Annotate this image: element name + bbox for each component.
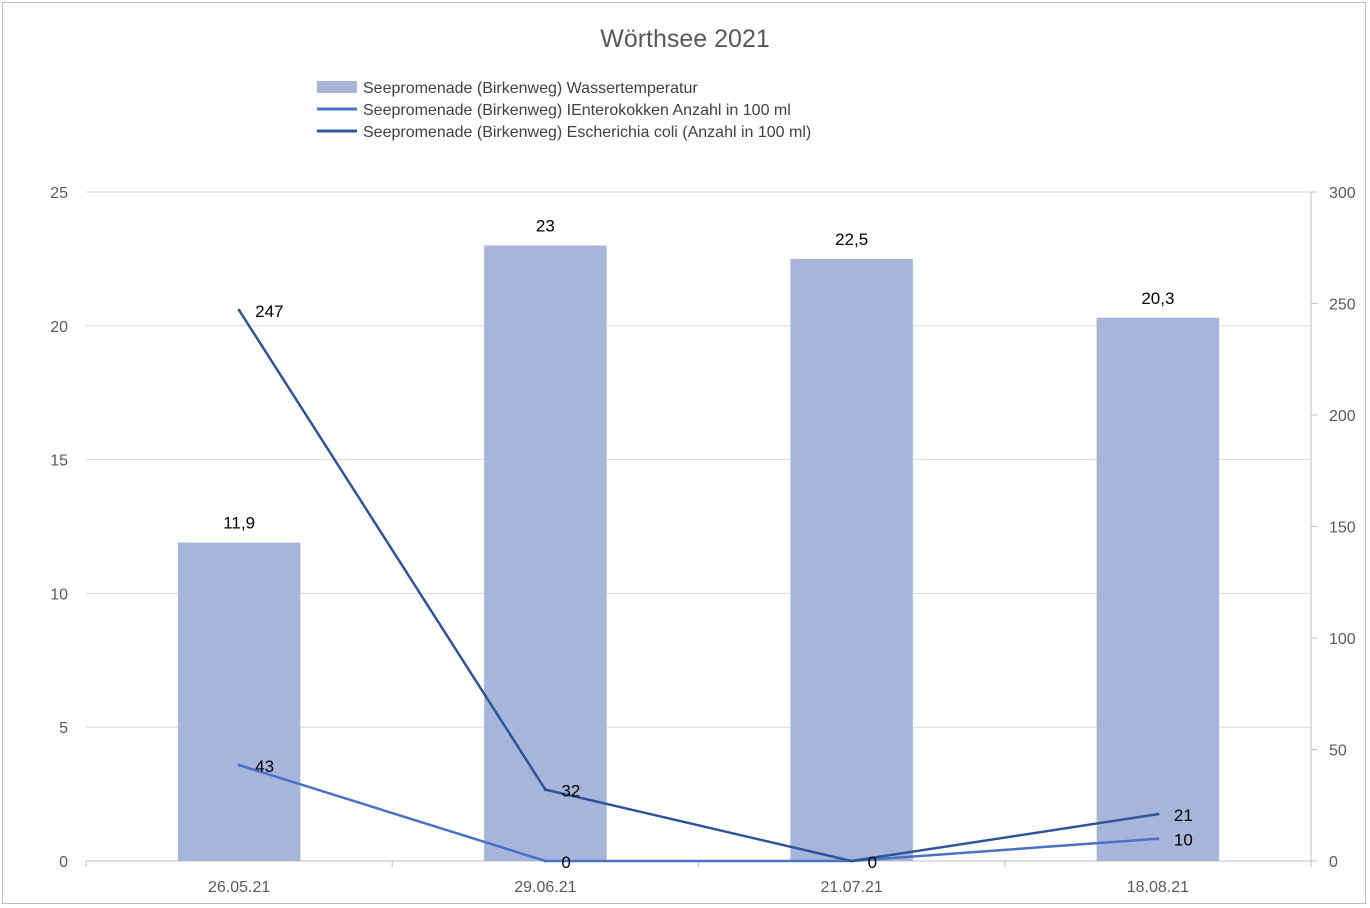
series-line-1: [238, 763, 1158, 863]
line-data-label: 0: [561, 853, 570, 872]
legend-entry: Seepromenade (Birkenweg) Wassertemperatu…: [363, 80, 698, 97]
chart-title: Wörthsee 2021: [600, 25, 770, 53]
line-data-label: 247: [255, 302, 283, 321]
series-line-2: [238, 309, 1159, 863]
line-point: [850, 859, 854, 863]
y-left-tick-label: 0: [59, 854, 68, 871]
bar-18.08.21: [1096, 317, 1220, 862]
legend-entry: Seepromenade (Birkenweg) IEnterokokken A…: [363, 102, 791, 119]
line-data-label: 0: [868, 853, 877, 872]
y-left-tick-label: 5: [59, 720, 68, 737]
line-point: [237, 763, 241, 767]
y-right-tick-label: 100: [1329, 631, 1356, 648]
line-data-label: 21: [1174, 806, 1193, 825]
y-right-tick-label: 50: [1329, 743, 1347, 760]
combo-chart: Wörthsee 2021 Seepromenade (Birkenweg) Wa…: [50, 25, 1356, 896]
bar-data-label: 11,9: [223, 514, 255, 533]
bar-29.06.21: [484, 245, 607, 861]
y-right-tick-label: 150: [1329, 520, 1356, 537]
line-point: [543, 788, 547, 792]
legend-entry: Seepromenade (Birkenweg) Escherichia col…: [363, 124, 811, 141]
line-point: [1156, 812, 1160, 816]
y-left-tick-label: 20: [50, 319, 68, 336]
x-tick-label: 21.07.21: [820, 879, 882, 896]
bar-data-label: 22,5: [835, 230, 868, 249]
y-left-tick-label: 15: [50, 453, 68, 470]
bar-26.05.21: [177, 542, 301, 861]
line-data-label: 43: [255, 757, 274, 776]
line-point: [543, 859, 547, 863]
y-right-tick-label: 300: [1329, 185, 1356, 202]
y-left-tick-label: 25: [50, 185, 68, 202]
bar-data-label: 23: [536, 217, 555, 236]
x-tick-label: 18.08.21: [1127, 879, 1189, 896]
legend-swatch-bar: [317, 81, 357, 93]
y-right-tick-label: 200: [1329, 408, 1356, 425]
line-point: [1156, 837, 1160, 841]
bar-21.07.21: [790, 258, 913, 861]
line-point: [237, 308, 241, 312]
y-left-tick-label: 10: [50, 586, 68, 603]
line-data-label: 32: [561, 782, 580, 801]
bar-data-label: 20,3: [1141, 289, 1174, 308]
x-tick-label: 26.05.21: [208, 879, 270, 896]
y-right-tick-label: 0: [1329, 854, 1338, 871]
line-data-label: 10: [1174, 831, 1193, 850]
y-right-tick-label: 250: [1329, 297, 1356, 314]
x-tick-label: 29.06.21: [514, 879, 576, 896]
